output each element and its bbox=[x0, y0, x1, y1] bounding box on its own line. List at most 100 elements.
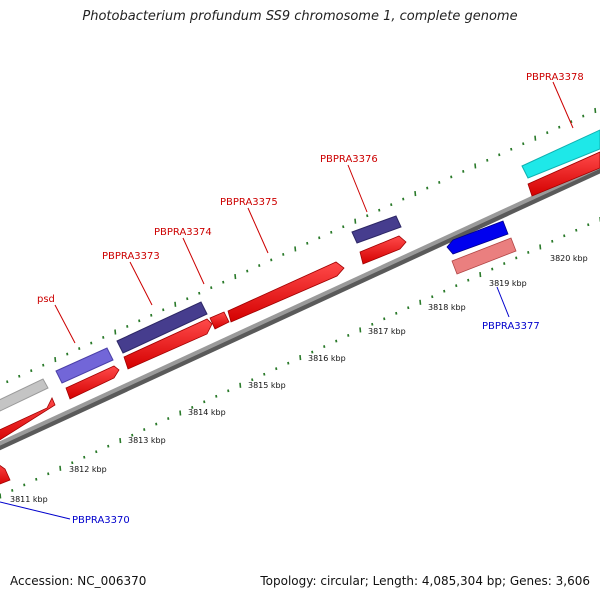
tick-mark bbox=[311, 350, 314, 354]
tick-mark bbox=[335, 339, 338, 343]
tick-mark bbox=[402, 197, 405, 201]
cds-arrow-5 bbox=[227, 261, 345, 323]
tick-mark bbox=[407, 306, 410, 310]
tick-mark bbox=[558, 125, 561, 129]
tick-mark bbox=[395, 311, 398, 315]
gene-arrow-blue bbox=[446, 220, 509, 255]
tick-mark bbox=[287, 361, 290, 365]
kbp-label: 3820 kbp bbox=[550, 254, 588, 263]
tick-mark bbox=[78, 347, 81, 350]
gene-label-PBPRA3373: PBPRA3373 bbox=[102, 251, 160, 262]
leader-PBPRA3370 bbox=[0, 501, 71, 520]
map-title: Photobacterium profundum SS9 chromosome … bbox=[82, 9, 518, 24]
kbp-label: 3816 kbp bbox=[308, 354, 346, 363]
tick-mark bbox=[534, 135, 537, 141]
tick-mark bbox=[426, 186, 429, 190]
tick-mark bbox=[527, 251, 530, 254]
tick-mark bbox=[486, 158, 489, 162]
gene-box-PBPRA3377 bbox=[451, 237, 517, 275]
tick-mark bbox=[414, 191, 417, 197]
tick-mark bbox=[30, 369, 33, 373]
tick-mark bbox=[35, 477, 38, 481]
tick-mark bbox=[587, 223, 590, 227]
gene-label-PBPRA3376: PBPRA3376 bbox=[320, 154, 378, 165]
tick-mark bbox=[431, 295, 434, 299]
cds-arrow-1 bbox=[0, 397, 56, 441]
tick-mark bbox=[155, 422, 158, 426]
tick-mark bbox=[71, 461, 74, 465]
tick-mark bbox=[131, 433, 134, 437]
gene-box-psd bbox=[55, 347, 114, 384]
gene-label-psd: psd bbox=[37, 294, 55, 305]
tick-mark bbox=[342, 225, 345, 229]
leader-PBPRA3378 bbox=[552, 81, 574, 129]
gene-box-gray bbox=[0, 378, 49, 412]
tick-mark bbox=[498, 153, 501, 157]
tick-mark bbox=[275, 367, 278, 371]
kbp-label: 3814 kbp bbox=[188, 408, 226, 417]
gene-label-PBPRA3377: PBPRA3377 bbox=[482, 321, 540, 332]
gene-label-PBPRA3374: PBPRA3374 bbox=[154, 227, 212, 238]
cds-arrow-reverse-left bbox=[0, 465, 11, 485]
backbone-shadow bbox=[0, 165, 600, 451]
tick-mark bbox=[102, 336, 105, 339]
cds-arrow-4 bbox=[209, 311, 230, 330]
kbp-label: 3812 kbp bbox=[69, 465, 107, 474]
tick-mark bbox=[582, 114, 585, 118]
leader-PBPRA3375 bbox=[247, 207, 269, 254]
tick-mark bbox=[11, 489, 14, 492]
tick-mark bbox=[227, 389, 230, 393]
tick-mark bbox=[467, 278, 470, 282]
tick-mark bbox=[143, 428, 146, 431]
tick-mark bbox=[210, 286, 213, 290]
leader-PBPRA3377 bbox=[496, 286, 510, 318]
tick-mark bbox=[83, 455, 86, 459]
cds-arrow-3 bbox=[123, 318, 213, 370]
leader-psd bbox=[54, 304, 76, 344]
tick-mark bbox=[294, 246, 297, 252]
tick-mark bbox=[90, 341, 93, 345]
tick-mark bbox=[251, 378, 254, 382]
tick-mark bbox=[246, 269, 249, 273]
tick-mark bbox=[198, 291, 201, 295]
tick-mark bbox=[215, 394, 218, 398]
tick-mark bbox=[239, 382, 242, 388]
tick-mark bbox=[390, 203, 393, 207]
kbp-label: 3815 kbp bbox=[248, 381, 286, 390]
tick-mark bbox=[162, 308, 165, 312]
tick-mark bbox=[575, 228, 578, 232]
kbp-label: 3817 kbp bbox=[368, 327, 406, 336]
leader-PBPRA3373 bbox=[129, 261, 153, 306]
tick-mark bbox=[551, 239, 554, 243]
tick-mark bbox=[330, 230, 333, 234]
tick-mark bbox=[107, 444, 110, 448]
tick-mark bbox=[503, 262, 506, 265]
tick-mark bbox=[515, 256, 518, 260]
tick-mark bbox=[59, 465, 62, 471]
gene-box-PBPRA3378 bbox=[521, 129, 600, 179]
gene-label-PBPRA3370: PBPRA3370 bbox=[72, 515, 130, 526]
tick-mark bbox=[383, 317, 386, 321]
tick-mark bbox=[539, 244, 542, 250]
tick-mark bbox=[66, 352, 69, 356]
cds-arrow-6 bbox=[359, 235, 407, 265]
gene-label-PBPRA3375: PBPRA3375 bbox=[220, 197, 278, 208]
tick-mark bbox=[359, 327, 362, 333]
tick-mark bbox=[203, 400, 206, 404]
tick-mark bbox=[570, 120, 573, 124]
tick-mark bbox=[47, 472, 50, 476]
tick-mark bbox=[191, 406, 194, 409]
tick-mark bbox=[186, 297, 189, 301]
cds-arrow-7 bbox=[527, 151, 600, 197]
tick-mark bbox=[462, 170, 465, 173]
tick-mark bbox=[522, 142, 525, 146]
kbp-label: 3813 kbp bbox=[128, 436, 166, 445]
backbone bbox=[0, 164, 600, 446]
tick-mark bbox=[366, 214, 369, 218]
tick-mark bbox=[318, 236, 321, 240]
tick-mark bbox=[138, 319, 141, 323]
leader-PBPRA3376 bbox=[347, 164, 368, 213]
tick-mark bbox=[546, 131, 549, 135]
tick-mark bbox=[167, 417, 170, 420]
tick-mark bbox=[455, 284, 458, 288]
